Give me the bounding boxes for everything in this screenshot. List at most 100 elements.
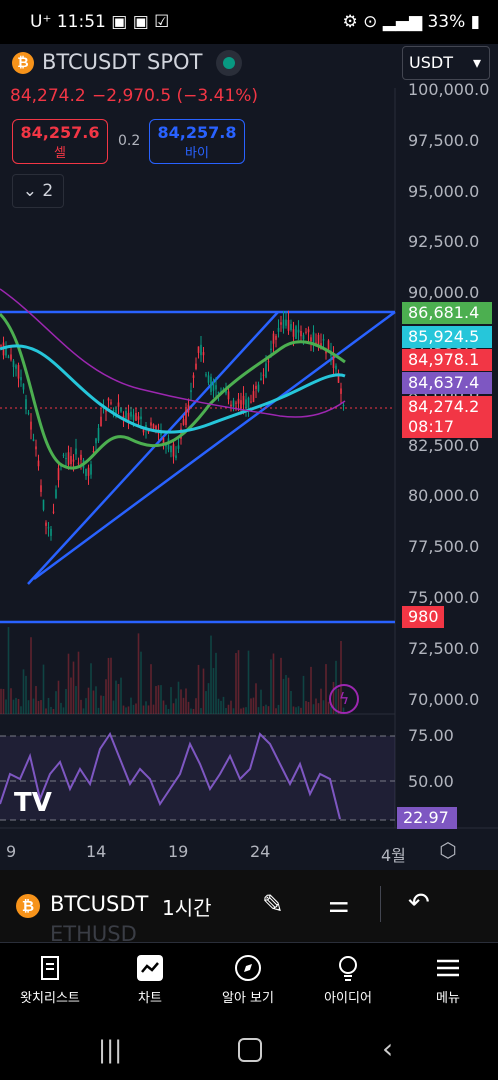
nav-menu[interactable]: 메뉴: [398, 943, 498, 1023]
buy-button[interactable]: 84,257.8 바이: [149, 119, 245, 164]
symbol-title[interactable]: BTCUSDT SPOT: [42, 50, 203, 74]
volume-bar: [0, 688, 2, 714]
last-price: 84,274.2: [10, 86, 86, 106]
toolbar-symbol[interactable]: BTCUSDT: [50, 892, 149, 916]
candle-body: [72, 459, 75, 462]
price-axis-tick: 90,000.0: [408, 283, 480, 303]
indicators-toggle[interactable]: ⌄ 2: [12, 174, 64, 208]
current-price-label: 84,274.2 08:17: [402, 396, 492, 438]
bar-countdown: 08:17: [408, 417, 455, 436]
volume-bar: [100, 695, 102, 714]
candle-body: [140, 416, 142, 420]
market-status-indicator[interactable]: [216, 50, 242, 76]
trendline-lower[interactable]: [33, 310, 396, 581]
candle-body: [52, 511, 55, 513]
volume-bar: [140, 651, 142, 714]
chart-area[interactable]: ₿ BTCUSDT SPOT USDT ▾ 84,274.2 −2,970.5 (…: [0, 44, 498, 869]
volume-bar: [312, 704, 315, 714]
volume-bar: [30, 637, 32, 714]
candle-body: [90, 464, 92, 475]
volume-bar: [327, 701, 330, 714]
volume-bar: [65, 688, 67, 714]
indicator-count: 2: [42, 181, 54, 201]
candle-body: [135, 413, 137, 421]
sell-label: 셀: [54, 146, 66, 161]
candle-body: [35, 446, 37, 450]
price-axis-tick: 70,000.0: [408, 689, 480, 709]
price-axis-tick: 82,500.0: [408, 435, 480, 455]
volume-bar: [247, 650, 250, 714]
candle-body: [170, 445, 172, 453]
interval-selector[interactable]: 1시간: [162, 896, 212, 920]
system-navigation: ||| ‹: [0, 1022, 498, 1080]
candle-body: [100, 416, 102, 427]
chart-canvas[interactable]: [0, 44, 498, 869]
lightning-icon[interactable]: ϟ: [329, 684, 359, 714]
volume-bar: [265, 704, 267, 714]
trendline-upper[interactable]: [27, 311, 279, 585]
volume-bar: [195, 698, 197, 714]
sell-button[interactable]: 84,257.6 셀: [12, 119, 108, 164]
volume-bar: [75, 686, 77, 714]
volume-bar: [92, 690, 95, 714]
candle-body: [310, 337, 312, 342]
candle-body: [252, 391, 255, 403]
volume-bar: [237, 650, 240, 714]
candle-body: [65, 458, 67, 460]
price-axis-tick: 80,000.0: [408, 486, 480, 506]
indicator-settings-icon[interactable]: ⚌: [328, 890, 350, 918]
candle-body: [270, 348, 272, 351]
volume-bar: [190, 708, 192, 714]
candle-body: [275, 335, 277, 340]
volume-bar: [55, 691, 57, 714]
battery-icon: ▮: [465, 12, 480, 32]
volume-bar: [270, 659, 272, 714]
volume-bar: [130, 697, 132, 714]
candle-body: [112, 410, 115, 412]
tradingview-logo-icon[interactable]: TV: [14, 788, 52, 818]
volume-bar: [260, 689, 262, 714]
candle-body: [305, 331, 307, 333]
back-icon[interactable]: ‹: [382, 1032, 394, 1065]
candle-body: [175, 455, 177, 459]
recent-apps-icon[interactable]: |||: [98, 1036, 123, 1064]
candle-body: [317, 334, 320, 348]
volume-bar: [230, 700, 232, 714]
volume-bar: [20, 706, 22, 714]
candle-body: [230, 404, 232, 407]
chart-settings-icon[interactable]: ⬡: [439, 838, 457, 862]
carrier: U⁺: [30, 12, 52, 32]
candle-body: [80, 454, 82, 460]
candle-body: [232, 400, 235, 407]
ma-purple-price-label: 84,637.4: [402, 372, 492, 394]
currency-select[interactable]: USDT ▾: [402, 46, 490, 80]
candle-body: [217, 391, 220, 394]
candle-body: [37, 460, 40, 467]
candle-body: [215, 385, 217, 390]
nav-ideas[interactable]: 아이디어: [298, 943, 398, 1023]
volume-bar: [252, 697, 255, 714]
candle-body: [260, 378, 262, 381]
undo-icon[interactable]: ↶: [408, 888, 430, 918]
nav-watchlist[interactable]: 왓치리스트: [0, 943, 100, 1023]
volume-bar: [220, 700, 222, 714]
volume-bar: [325, 664, 327, 714]
nav-chart[interactable]: 차트: [100, 943, 200, 1023]
volume-bar: [242, 707, 245, 714]
candle-body: [147, 431, 150, 433]
volume-bar: [262, 706, 265, 714]
nav-explore[interactable]: 알아 보기: [198, 943, 298, 1023]
ma-green-price-label: 86,681.4: [402, 302, 492, 324]
candle-body: [327, 340, 330, 350]
volume-bar: [180, 689, 182, 714]
volume-bar: [202, 668, 205, 714]
candle-body: [207, 375, 210, 383]
volume-bar: [122, 705, 125, 714]
home-icon[interactable]: [238, 1038, 262, 1062]
volume-bar: [177, 681, 180, 714]
volume-bar: [50, 706, 52, 714]
volume-bar: [277, 704, 280, 714]
time-axis-tick: 19: [168, 842, 189, 861]
pen-icon[interactable]: ✎: [262, 890, 284, 920]
candle-body: [115, 409, 117, 416]
